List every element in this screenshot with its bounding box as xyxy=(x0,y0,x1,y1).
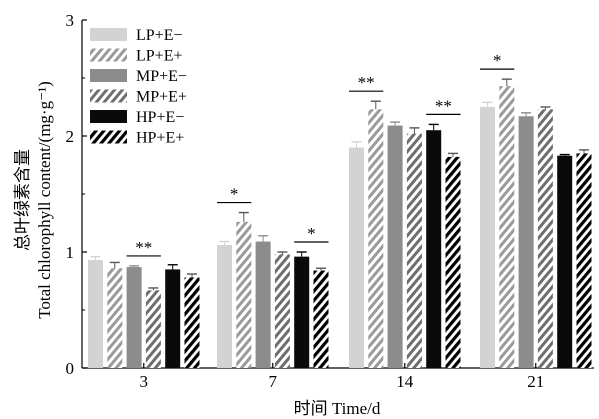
bar xyxy=(236,221,252,368)
bar xyxy=(518,116,534,368)
legend-label: HP+E− xyxy=(136,109,184,126)
legend-label: MP+E− xyxy=(136,68,187,85)
bar xyxy=(557,155,573,368)
y-axis-title-en: Total chlorophyll content/(mg·g⁻¹) xyxy=(35,81,54,319)
bar xyxy=(88,260,103,368)
significance-marker: * xyxy=(307,224,316,243)
bar xyxy=(145,290,161,368)
significance-marker: ** xyxy=(135,238,152,257)
x-tick-label: 21 xyxy=(527,372,544,391)
x-axis-title: 时间 Time/d xyxy=(294,399,381,418)
bar xyxy=(217,245,232,368)
y-tick-label: 2 xyxy=(66,127,75,146)
bar xyxy=(387,125,403,368)
legend-swatch xyxy=(90,48,127,62)
bar xyxy=(313,270,329,368)
significance-marker: * xyxy=(230,185,239,204)
legend-label: MP+E+ xyxy=(136,89,187,106)
x-tick-label: 14 xyxy=(396,372,414,391)
bar xyxy=(445,156,461,368)
x-tick-label: 3 xyxy=(140,372,149,391)
bar xyxy=(576,153,592,368)
significance-marker: ** xyxy=(435,96,452,115)
legend-swatch xyxy=(90,130,127,144)
bar xyxy=(349,147,364,368)
legend-label: LP+E− xyxy=(136,27,183,44)
y-tick-label: 1 xyxy=(66,243,75,262)
legend-label: HP+E+ xyxy=(136,130,184,147)
bar xyxy=(480,107,495,368)
bar xyxy=(499,86,515,369)
legend-swatch xyxy=(90,110,127,123)
bar xyxy=(107,268,123,368)
bar xyxy=(255,241,271,368)
legend-label: LP+E+ xyxy=(136,48,183,65)
bar xyxy=(184,277,200,368)
significance-marker: * xyxy=(493,51,502,70)
legend-swatch xyxy=(90,89,127,103)
bar xyxy=(165,269,181,368)
bar xyxy=(406,133,422,368)
bar xyxy=(126,267,142,368)
bar xyxy=(368,109,384,368)
y-tick-label: 0 xyxy=(66,359,75,378)
legend-swatch xyxy=(90,69,127,82)
bar xyxy=(274,254,290,368)
legend-swatch xyxy=(90,28,127,41)
legend: LP+E− LP+E+ MP+E− MP+E+ HP+E− HP+E+ xyxy=(90,27,187,147)
x-tick-label: 7 xyxy=(269,372,278,391)
bar xyxy=(426,130,442,368)
y-axis-title-cn: 总叶绿素含量 xyxy=(13,149,32,251)
bar xyxy=(294,256,310,368)
significance-marker: ** xyxy=(358,73,375,92)
y-tick-label: 3 xyxy=(66,11,75,30)
bar xyxy=(537,109,553,368)
